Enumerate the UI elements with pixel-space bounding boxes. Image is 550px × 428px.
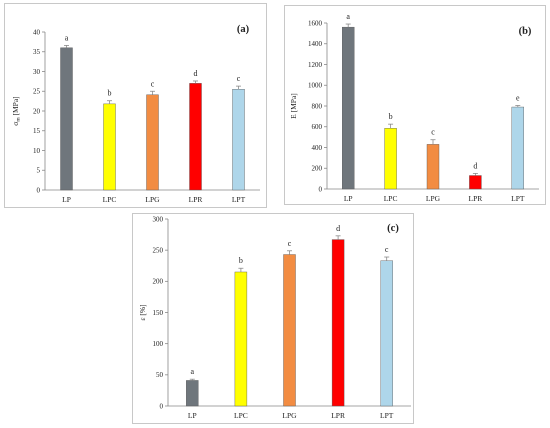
y-tick-label: 40	[33, 28, 41, 36]
y-tick-label: 10	[33, 147, 41, 155]
bar-lpt	[511, 106, 525, 190]
y-tick-label: 1200	[308, 61, 323, 69]
significance-label: b	[108, 89, 112, 98]
category-label: LP	[62, 195, 71, 204]
bar-lpg	[426, 144, 440, 190]
category-label: LPR	[331, 411, 345, 420]
y-axis-label: ε [%]	[138, 304, 147, 320]
significance-label: d	[194, 69, 198, 78]
bar-lpc	[384, 128, 397, 190]
y-tick-label: 300	[153, 215, 164, 223]
category-label: LP	[188, 411, 197, 420]
category-label: LPG	[282, 411, 297, 420]
bar-lpt	[232, 89, 245, 191]
y-tick-label: 400	[312, 144, 323, 152]
category-label: LPT	[511, 194, 525, 203]
y-tick-label: 0	[160, 402, 164, 410]
significance-label: c	[151, 79, 155, 88]
category-label: LPR	[189, 195, 203, 204]
y-tick-label: 5	[37, 167, 41, 175]
significance-label: c	[288, 239, 292, 248]
bar-lpt	[380, 260, 393, 407]
panel-label: (a)	[237, 24, 250, 35]
y-tick-label: 100	[153, 340, 164, 348]
chart-panel-c: 0 50 100 150 200 250 300 ε [%] (c) a LP b LPC c LPG d LP…	[132, 213, 414, 424]
category-label: LPG	[145, 195, 160, 204]
category-label: LPT	[232, 195, 246, 204]
significance-label: e	[516, 93, 520, 102]
chart-svg: 0 5 10 15 20 25 30 35 40 σm [MPa] (a) a LP b LPC c LPG d L…	[11, 24, 260, 204]
y-tick-label: 15	[33, 127, 41, 135]
category-label: LPC	[234, 411, 248, 420]
y-tick-label: 30	[33, 68, 41, 76]
bar-lpc	[234, 271, 248, 407]
bar-lpc	[103, 103, 116, 191]
y-tick-label: 1000	[308, 82, 323, 90]
y-tick-label: 50	[156, 371, 164, 379]
chart-panel-a: 0 5 10 15 20 25 30 35 40 σm [MPa] (a) a LP b LPC c LPG d L…	[4, 3, 267, 208]
y-tick-label: 0	[37, 186, 41, 194]
significance-label: c	[385, 245, 389, 254]
significance-label: c	[431, 128, 435, 137]
y-tick-label: 250	[153, 247, 164, 255]
significance-label: a	[346, 12, 350, 21]
bar-lpr	[331, 239, 345, 407]
y-tick-label: 1600	[308, 19, 323, 27]
significance-label: d	[336, 224, 340, 233]
y-tick-label: 800	[312, 102, 323, 110]
y-tick-label: 25	[33, 88, 41, 96]
y-tick-label: 600	[312, 123, 323, 131]
significance-label: d	[473, 161, 477, 170]
chart-svg: 0 50 100 150 200 250 300 ε [%] (c) a LP b LPC c LPG d LP…	[138, 215, 411, 420]
category-label: LPC	[103, 195, 117, 204]
panel-label: (b)	[519, 26, 532, 37]
y-tick-label: 200	[153, 278, 164, 286]
y-axis-label: σm [MPa]	[11, 96, 22, 125]
y-tick-label: 35	[33, 48, 41, 56]
significance-label: b	[239, 256, 243, 265]
chart-panel-b: 0 200 400 600 800 1000 1200 1400 1600 E [MPa] (b) a…	[284, 5, 546, 205]
bar-lpg	[146, 94, 159, 191]
significance-label: c	[237, 74, 241, 83]
panel-label: (c)	[387, 223, 399, 234]
significance-label: b	[389, 112, 393, 121]
bar-lp	[342, 26, 355, 190]
chart-svg: 0 200 400 600 800 1000 1200 1400 1600 E [MPa] (b) a…	[289, 12, 539, 203]
y-tick-label: 1400	[308, 40, 323, 48]
y-tick-label: 200	[312, 165, 323, 173]
significance-label: a	[65, 33, 69, 42]
bar-lpg	[283, 254, 296, 407]
category-label: LP	[344, 194, 353, 203]
y-tick-label: 150	[153, 309, 164, 317]
bar-lpr	[469, 175, 482, 190]
bar-lpr	[189, 83, 202, 191]
category-label: LPT	[380, 411, 394, 420]
y-axis-label: E [MPa]	[289, 93, 298, 119]
significance-label: a	[191, 367, 195, 376]
bar-lp	[60, 47, 73, 191]
category-label: LPG	[426, 194, 441, 203]
bar-lp	[186, 380, 199, 407]
category-label: LPR	[469, 194, 483, 203]
category-label: LPC	[384, 194, 398, 203]
y-tick-label: 0	[319, 185, 323, 193]
y-tick-label: 20	[33, 107, 41, 115]
